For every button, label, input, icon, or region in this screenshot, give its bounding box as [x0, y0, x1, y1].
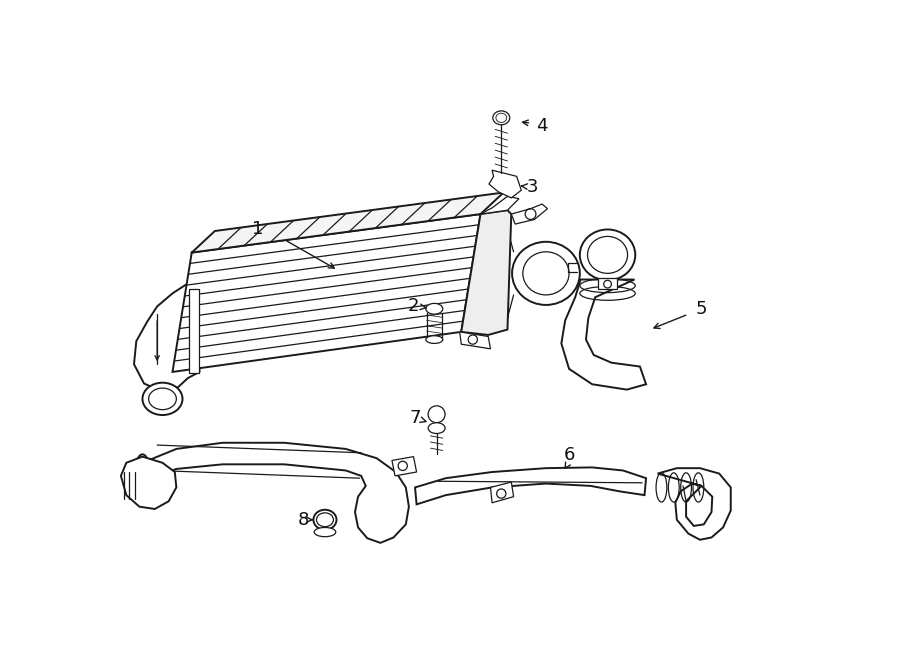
Text: 8: 8 [298, 511, 309, 529]
Polygon shape [461, 210, 511, 335]
Polygon shape [121, 457, 176, 509]
Polygon shape [392, 457, 417, 476]
Ellipse shape [426, 303, 443, 314]
Ellipse shape [493, 111, 509, 125]
Polygon shape [511, 204, 547, 224]
Text: 3: 3 [527, 178, 538, 196]
Polygon shape [192, 192, 504, 253]
Polygon shape [173, 214, 481, 372]
Text: 5: 5 [696, 300, 707, 318]
Polygon shape [460, 332, 491, 349]
Text: 7: 7 [410, 409, 421, 427]
Ellipse shape [136, 454, 149, 486]
Polygon shape [134, 253, 200, 391]
Text: 4: 4 [536, 116, 548, 135]
Ellipse shape [142, 383, 183, 415]
Ellipse shape [426, 336, 443, 344]
Polygon shape [142, 443, 409, 543]
Ellipse shape [512, 242, 580, 305]
Polygon shape [598, 278, 616, 289]
Polygon shape [491, 482, 514, 503]
Polygon shape [481, 196, 519, 214]
Ellipse shape [314, 527, 336, 537]
Text: 6: 6 [563, 446, 575, 464]
Polygon shape [415, 467, 646, 504]
Ellipse shape [313, 510, 337, 529]
Text: 2: 2 [408, 297, 419, 315]
Ellipse shape [428, 423, 446, 434]
Text: 1: 1 [251, 221, 263, 239]
Polygon shape [658, 468, 731, 540]
Ellipse shape [580, 229, 635, 280]
Polygon shape [562, 280, 646, 389]
Polygon shape [489, 170, 521, 198]
Polygon shape [189, 289, 200, 373]
Circle shape [428, 406, 446, 423]
